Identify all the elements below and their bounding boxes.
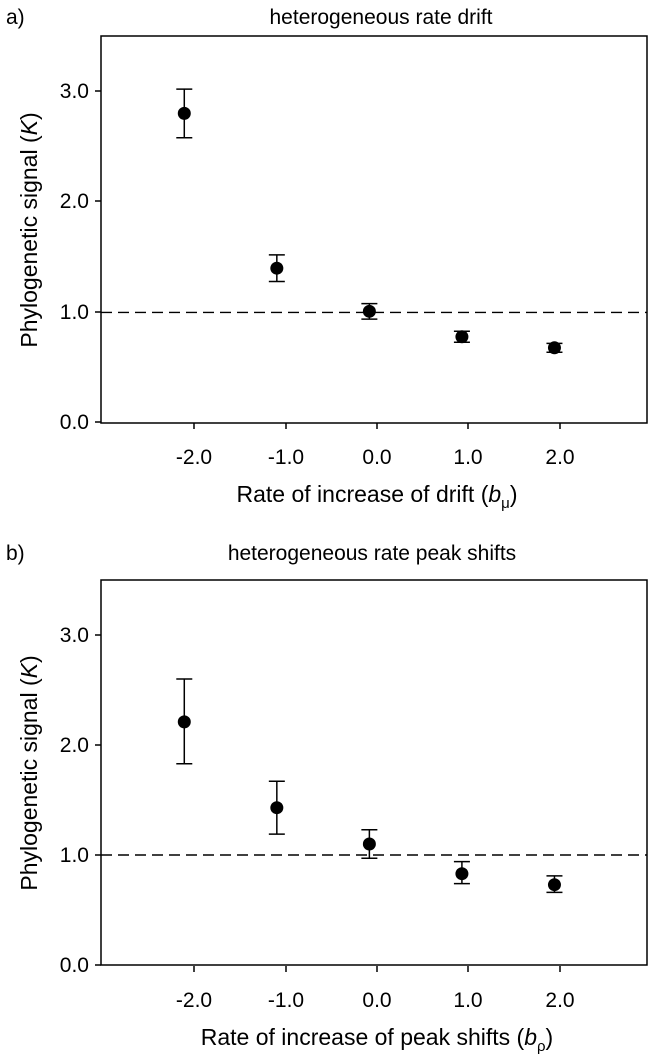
y-tick-label-b-0: 0.0	[60, 954, 89, 977]
panel-b: b) heterogeneous rate peak shifts 0.0 1.…	[6, 542, 648, 1055]
x-axis-title-a-text: Rate of increase of drift (	[237, 481, 489, 507]
data-point-a-1	[270, 261, 284, 275]
data-point-b-0	[177, 715, 191, 729]
x-axis-title-a-end: )	[510, 481, 518, 507]
panel-label-a: a)	[6, 6, 25, 29]
x-axis-title-b-sub: ρ	[537, 1038, 546, 1055]
y-axis-title-a-var: K	[16, 118, 42, 135]
y-axis-title-a-text: Phylogenetic signal (	[16, 135, 42, 348]
y-tick-label-a-2: 2.0	[60, 190, 89, 213]
data-point-a-0	[177, 106, 191, 120]
x-axis-title-a-var: b	[488, 481, 501, 507]
x-axis-title-b-text: Rate of increase of peak shifts (	[201, 1024, 525, 1050]
y-tick-label-a-0: 0.0	[60, 411, 89, 434]
x-tick-label-a-2: 0.0	[362, 446, 391, 469]
x-axis-title-b: Rate of increase of peak shifts (bρ)	[201, 1024, 553, 1055]
y-axis-b: 0.0 1.0 2.0 3.0	[60, 624, 101, 977]
x-tick-label-b-4: 2.0	[545, 989, 574, 1012]
data-point-a-4	[547, 341, 561, 355]
data-point-b-4	[547, 878, 561, 892]
y-axis-title-b-end: )	[16, 655, 42, 663]
panel-label-b: b)	[6, 542, 25, 565]
x-tick-label-a-0: -2.0	[176, 446, 212, 469]
panel-a: a) heterogeneous rate drift 0.0 1.0 2.0 …	[6, 6, 648, 512]
chart-title-b: heterogeneous rate peak shifts	[228, 542, 516, 565]
marks-b	[101, 678, 647, 894]
x-axis-b: -2.0 -1.0 0.0 1.0 2.0	[176, 966, 575, 1012]
x-axis-title-b-end: )	[546, 1024, 554, 1050]
x-tick-label-a-4: 2.0	[545, 446, 574, 469]
x-tick-label-b-1: -1.0	[268, 989, 304, 1012]
x-tick-label-a-1: -1.0	[268, 446, 304, 469]
y-axis-a: 0.0 1.0 2.0 3.0	[60, 80, 101, 434]
y-tick-label-b-1: 1.0	[60, 844, 89, 867]
x-axis-title-a: Rate of increase of drift (bμ)	[237, 481, 518, 512]
plot-frame-a	[100, 35, 648, 424]
x-axis-a: -2.0 -1.0 0.0 1.0 2.0	[176, 423, 575, 469]
y-axis-title-a: Phylogenetic signal (K)	[16, 112, 42, 347]
plot-frame-b	[100, 579, 648, 966]
x-tick-label-b-2: 0.0	[362, 989, 391, 1012]
data-point-a-3	[455, 330, 469, 344]
y-axis-title-b-text: Phylogenetic signal (	[16, 678, 42, 891]
x-axis-title-b-var: b	[524, 1024, 537, 1050]
y-axis-title-b: Phylogenetic signal (K)	[16, 655, 42, 890]
data-point-a-2	[362, 304, 376, 318]
x-axis-title-a-sub: μ	[501, 495, 510, 512]
y-tick-label-b-2: 2.0	[60, 734, 89, 757]
x-tick-label-b-3: 1.0	[453, 989, 482, 1012]
data-point-b-2	[362, 837, 376, 851]
y-tick-label-b-3: 3.0	[60, 624, 89, 647]
chart-title-a: heterogeneous rate drift	[270, 6, 493, 29]
marks-a	[101, 88, 647, 355]
x-tick-label-a-3: 1.0	[453, 446, 482, 469]
x-tick-label-b-0: -2.0	[176, 989, 212, 1012]
data-point-b-3	[455, 867, 469, 881]
y-tick-label-a-1: 1.0	[60, 301, 89, 324]
data-point-b-1	[270, 801, 284, 815]
y-tick-label-a-3: 3.0	[60, 80, 89, 103]
y-axis-title-a-end: )	[16, 112, 42, 120]
y-axis-title-b-var: K	[16, 661, 42, 678]
